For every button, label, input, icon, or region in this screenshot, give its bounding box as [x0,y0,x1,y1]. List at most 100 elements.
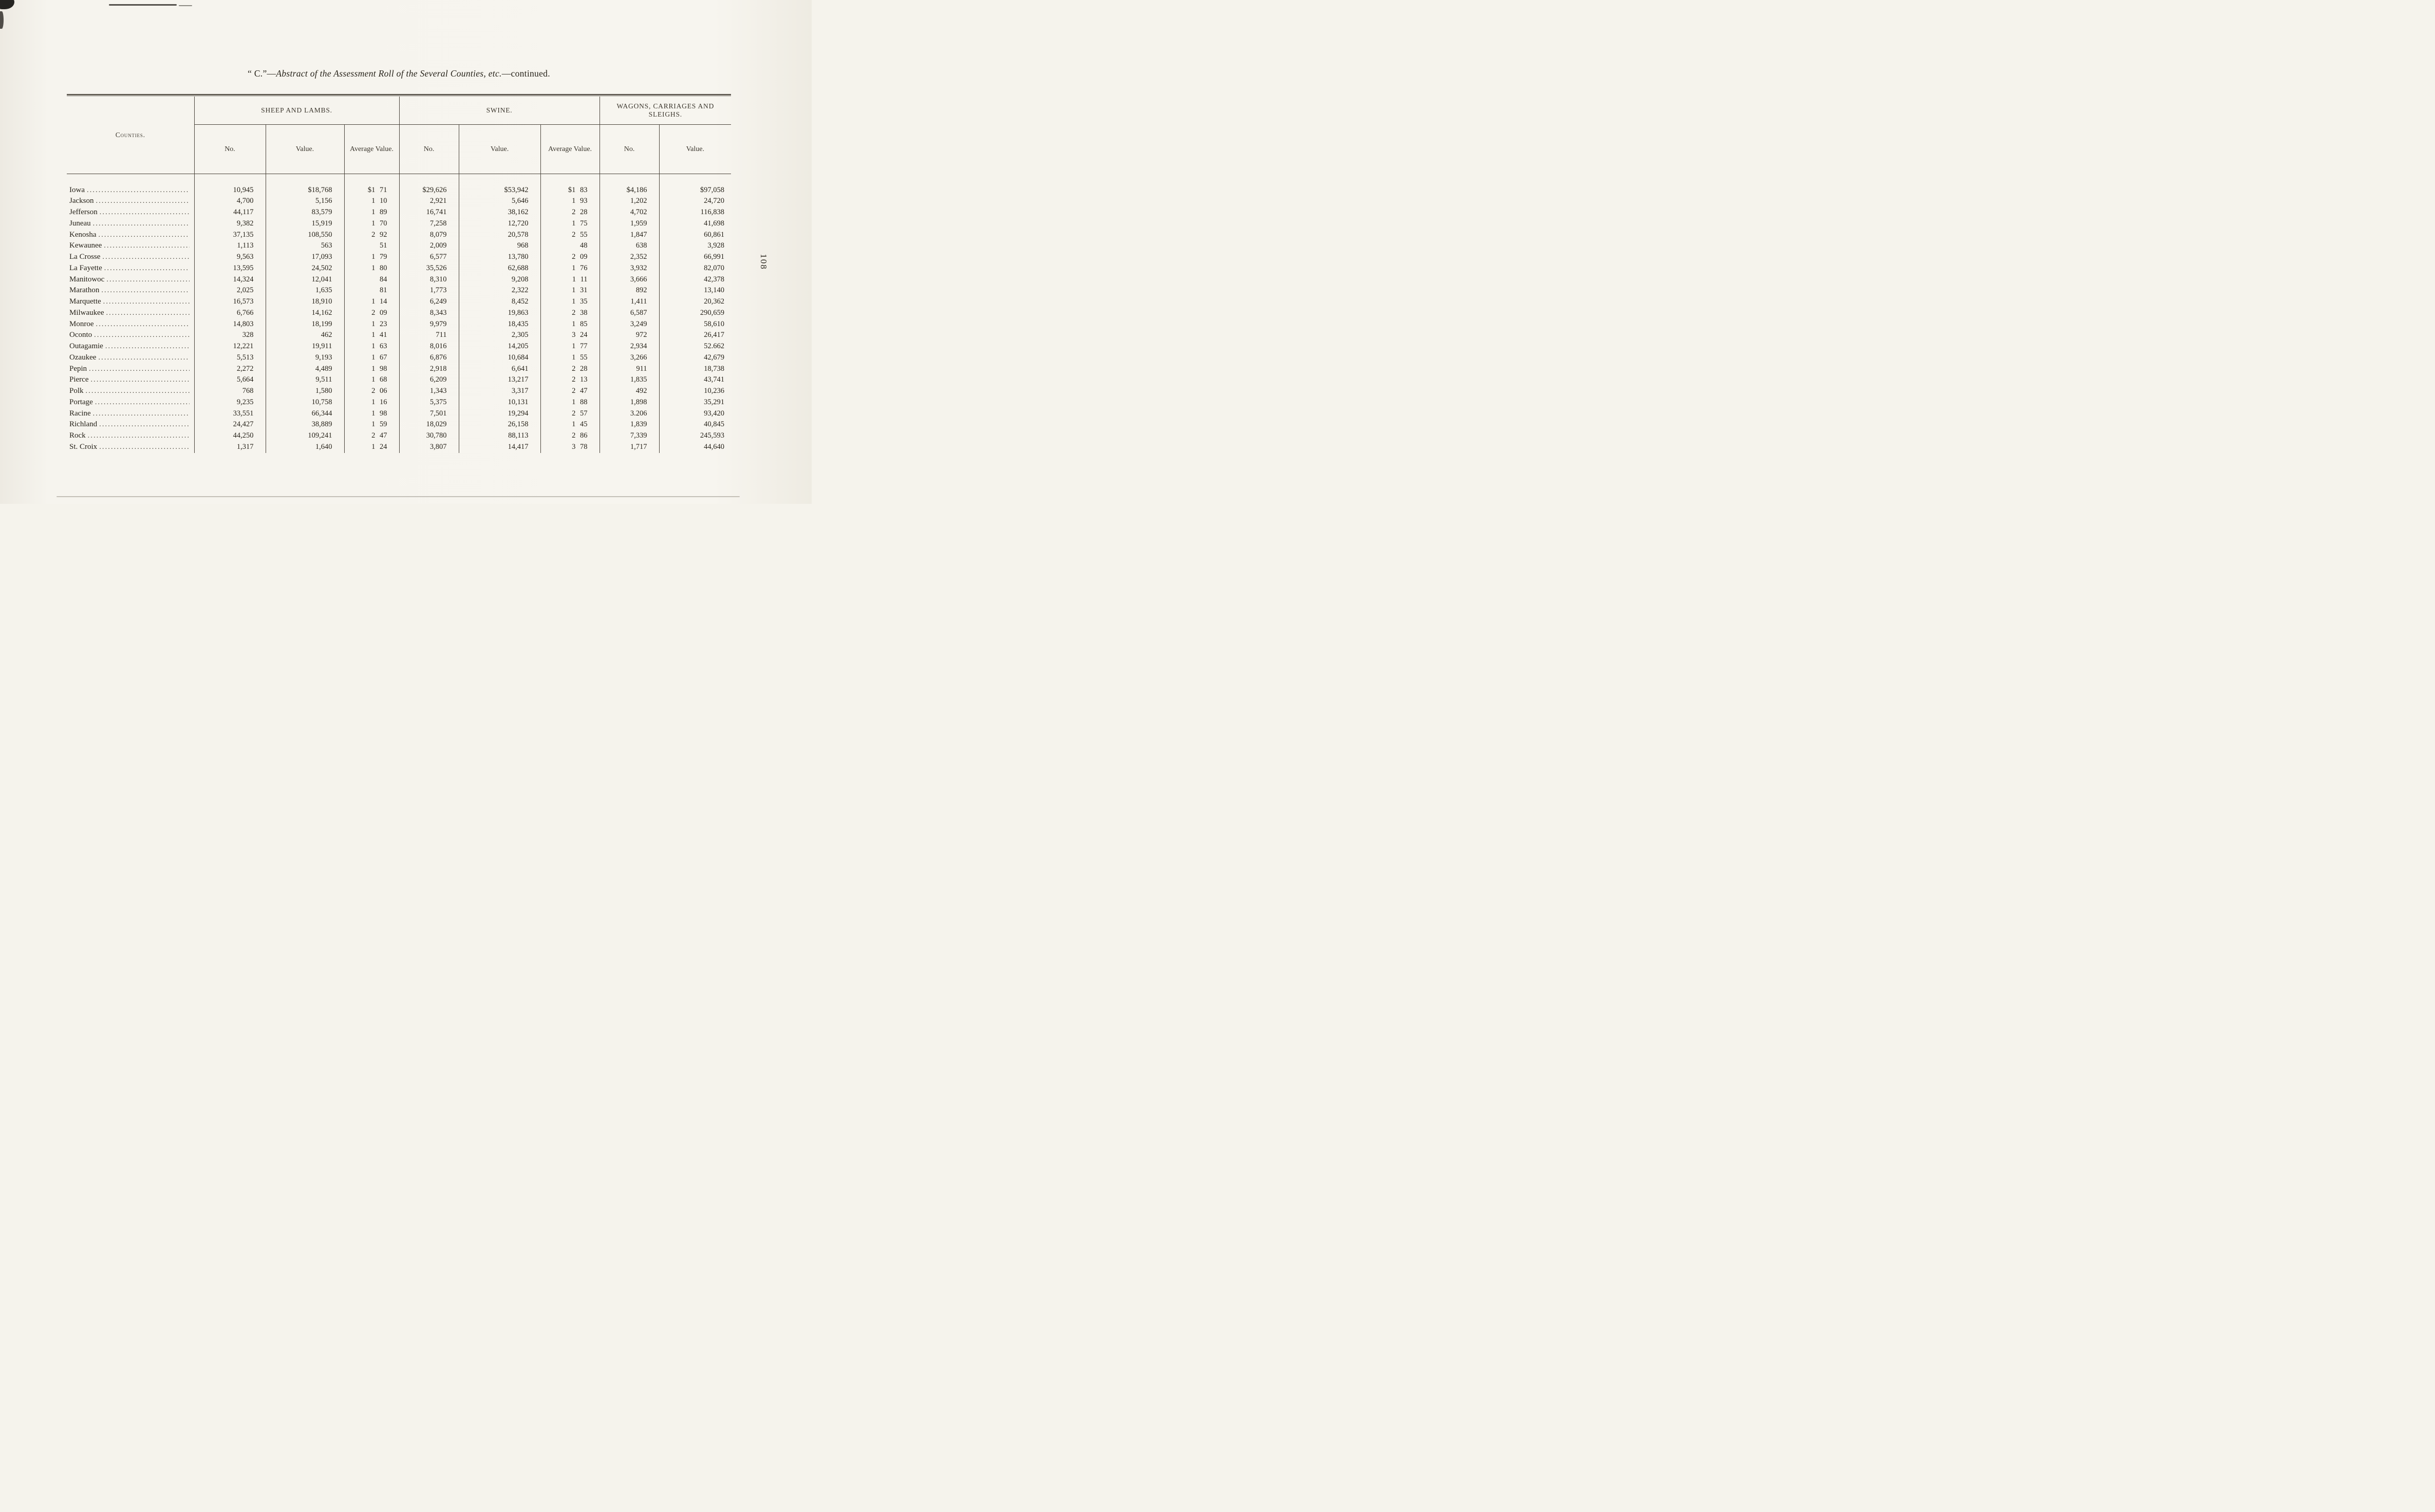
cell-sheep-average-value: $1 71 [344,174,400,196]
cell-swine-value: 13,217 [458,374,541,386]
cell-sheep-average-value: 1 98 [344,363,400,375]
county-name: Marquette [69,297,101,306]
header-group-row: Counties. SHEEP AND LAMBS. SWINE. WAGONS… [67,97,732,174]
cell-swine-value: 19,294 [458,408,541,420]
cell-wagons-value: 66,991 [659,252,732,263]
cell-wagons-value: 60,861 [659,229,732,241]
cell-wagons-no: 1,898 [599,396,660,408]
cell-swine-value: 5,646 [458,196,541,207]
table-row: Pepin 2,272 4,489 1 98 2,918 6,641 2 28 … [67,363,732,375]
table-row: St. Croix 1,317 1,640 1 24 3,807 14,417 … [67,441,732,453]
table-row: Marathon 2,025 1,635 81 1,773 2,322 1 31… [67,285,732,296]
table-row: Pierce 5,664 9,511 1 68 6,209 13,217 2 1… [67,374,732,386]
cell-sheep-value: 109,241 [265,430,344,442]
title-prefix: “ C.”— [248,68,276,79]
group-header-wagons-carriages-sleighs: WAGONS, CARRIAGES AND SLEIGHS. [599,97,732,125]
cell-swine-no: $29,626 [399,174,459,196]
cell-swine-average-value: 2 55 [540,229,600,241]
cell-sheep-average-value: 1 59 [344,419,400,430]
cell-sheep-value: 17,093 [265,252,344,263]
page-title: “ C.”—Abstract of the Assessment Roll of… [67,0,731,79]
cell-swine-value: 14,205 [458,341,541,352]
dot-leader [87,185,190,196]
dot-leader [102,252,189,263]
table-row: Richland 24,427 38,889 1 59 18,029 26,15… [67,419,732,430]
cell-swine-average-value: 1 93 [540,196,600,207]
dot-leader [103,296,190,308]
table-row: Ozaukee 5,513 9,193 1 67 6,876 10,684 1 … [67,352,732,364]
cell-sheep-average-value: 1 70 [344,218,400,230]
cell-swine-average-value: 1 45 [540,419,600,430]
county-name: Kewaunee [69,241,102,250]
cell-sheep-no: 44,117 [194,207,266,218]
cell-swine-average-value: 1 88 [540,396,600,408]
cell-sheep-average-value: 1 10 [344,196,400,207]
cell-sheep-value: 1,635 [265,285,344,296]
cell-wagons-value: 44,640 [659,441,732,453]
table-row: Kewaunee 1,113 563 51 2,009 968 48 638 3… [67,240,732,252]
cell-swine-average-value: 1 75 [540,218,600,230]
county-name: Oconto [69,331,92,339]
cell-wagons-no: 911 [599,363,660,375]
county-name: Jackson [69,197,94,205]
county-name: Monroe [69,319,94,328]
cell-sheep-average-value: 2 09 [344,307,400,319]
cell-swine-value: $53,942 [458,174,541,196]
cell-swine-average-value: 2 28 [540,207,600,218]
cell-wagons-no: 1,959 [599,218,660,230]
cell-sheep-no: 1,317 [194,441,266,453]
cell-sheep-value: 5,156 [265,196,344,207]
dot-leader [90,374,189,386]
counties-header: Counties. [67,97,194,174]
cell-swine-average-value: 1 55 [540,352,600,364]
cell-sheep-average-value: 1 41 [344,330,400,341]
cell-sheep-no: 6,766 [194,307,266,319]
cell-sheep-no: 16,573 [194,296,266,308]
cell-sheep-value: 1,580 [265,386,344,397]
cell-sheep-average-value: 1 89 [344,207,400,218]
cell-wagons-no: 7,339 [599,430,660,442]
county-name: Jefferson [69,208,98,216]
cell-swine-value: 62,688 [458,262,541,274]
cell-swine-value: 2,305 [458,330,541,341]
cell-swine-average-value: 2 57 [540,408,600,420]
col-swine-no: No. [399,124,459,174]
cell-swine-value: 9,208 [458,274,541,286]
dot-leader [96,319,190,330]
cell-sheep-value: 18,199 [265,318,344,330]
cell-wagons-value: 10,236 [659,386,732,397]
dot-leader [86,386,190,397]
dot-leader [88,430,190,442]
cell-sheep-no: 768 [194,386,266,397]
cell-swine-value: 88,113 [458,430,541,442]
cell-swine-average-value: 2 86 [540,430,600,442]
table-row: Monroe 14,803 18,199 1 23 9,979 18,435 1… [67,318,732,330]
county-name: Milwaukee [69,308,104,317]
cell-swine-average-value: 2 13 [540,374,600,386]
cell-wagons-no: 4,702 [599,207,660,218]
cell-sheep-value: 66,344 [265,408,344,420]
cell-swine-average-value: 1 76 [540,262,600,274]
cell-swine-value: 8,452 [458,296,541,308]
cell-wagons-no: 3,266 [599,352,660,364]
cell-swine-value: 14,417 [458,441,541,453]
cell-swine-no: 2,009 [399,240,459,252]
cell-wagons-value: 245,593 [659,430,732,442]
cell-swine-no: 8,310 [399,274,459,286]
cell-swine-value: 18,435 [458,318,541,330]
cell-wagons-value: 52.662 [659,341,732,352]
table-row: La Fayette 13,595 24,502 1 80 35,526 62,… [67,262,732,274]
cell-swine-no: 711 [399,330,459,341]
group-header-swine: SWINE. [399,97,600,125]
cell-wagons-value: 42,679 [659,352,732,364]
cell-sheep-average-value: 2 47 [344,430,400,442]
cell-sheep-value: 9,511 [265,374,344,386]
county-name: Manitowoc [69,275,105,284]
cell-wagons-value: 58,610 [659,318,732,330]
table-row: Kenosha 37,135 108,550 2 92 8,079 20,578… [67,229,732,241]
cell-swine-no: 6,577 [399,252,459,263]
cell-wagons-value: 26,417 [659,330,732,341]
cell-sheep-average-value: 1 16 [344,396,400,408]
cell-swine-value: 26,158 [458,419,541,430]
county-name: La Fayette [69,263,102,272]
